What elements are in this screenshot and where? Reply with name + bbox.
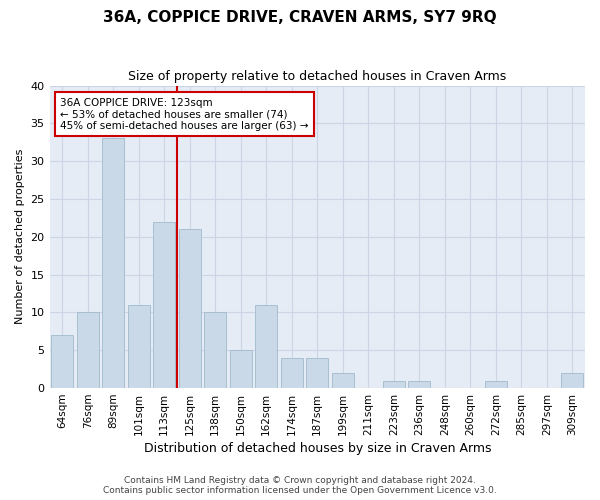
Bar xyxy=(128,305,149,388)
Title: Size of property relative to detached houses in Craven Arms: Size of property relative to detached ho… xyxy=(128,70,506,83)
Bar xyxy=(281,358,302,388)
Bar xyxy=(230,350,251,388)
Bar xyxy=(103,138,124,388)
Bar xyxy=(52,335,73,388)
Bar xyxy=(154,222,175,388)
X-axis label: Distribution of detached houses by size in Craven Arms: Distribution of detached houses by size … xyxy=(143,442,491,455)
Bar xyxy=(205,312,226,388)
Bar xyxy=(307,358,328,388)
Bar xyxy=(409,380,430,388)
Bar xyxy=(256,305,277,388)
Text: 36A COPPICE DRIVE: 123sqm
← 53% of detached houses are smaller (74)
45% of semi-: 36A COPPICE DRIVE: 123sqm ← 53% of detac… xyxy=(60,98,309,131)
Bar xyxy=(562,373,583,388)
Bar xyxy=(179,229,200,388)
Bar xyxy=(332,373,353,388)
Bar xyxy=(77,312,98,388)
Text: Contains HM Land Registry data © Crown copyright and database right 2024.
Contai: Contains HM Land Registry data © Crown c… xyxy=(103,476,497,495)
Y-axis label: Number of detached properties: Number of detached properties xyxy=(15,149,25,324)
Text: 36A, COPPICE DRIVE, CRAVEN ARMS, SY7 9RQ: 36A, COPPICE DRIVE, CRAVEN ARMS, SY7 9RQ xyxy=(103,10,497,25)
Bar xyxy=(485,380,506,388)
Bar xyxy=(383,380,404,388)
